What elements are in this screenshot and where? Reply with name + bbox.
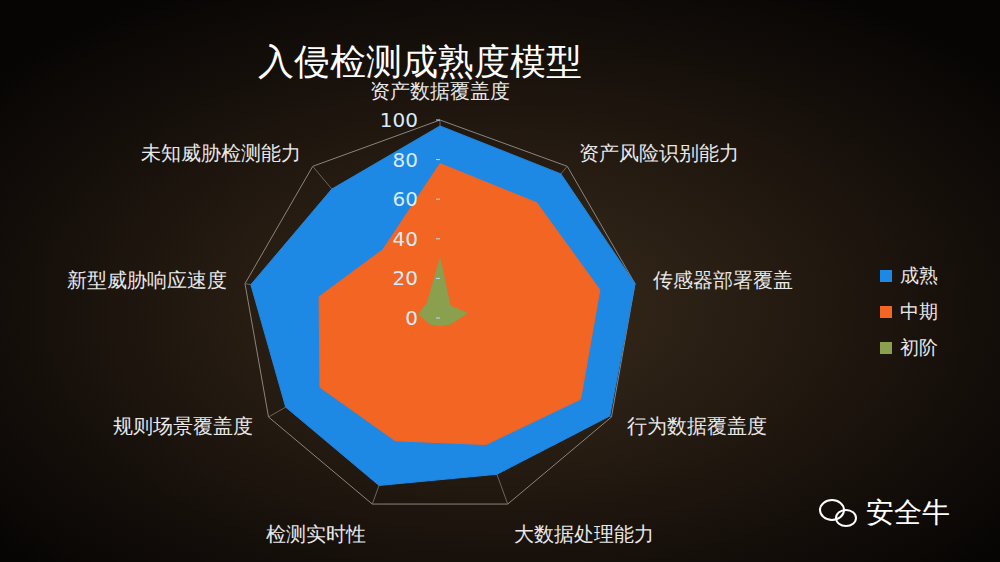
chart-svg: 入侵检测成熟度模型 0 20 40 60 80 100 资产数据覆盖度资产风险识别能力传感器部… xyxy=(0,0,1000,562)
tick-label: 20 xyxy=(393,266,418,290)
category-label: 未知威胁检测能力 xyxy=(141,141,301,165)
title: 入侵检测成熟度模型 xyxy=(258,41,582,82)
watermark-icon xyxy=(820,500,844,520)
category-label: 资产风险识别能力 xyxy=(579,141,739,165)
category-label: 传感器部署覆盖 xyxy=(653,268,793,292)
category-label: 大数据处理能力 xyxy=(514,522,654,546)
legend-label: 初阶 xyxy=(900,336,938,358)
tick-label: 40 xyxy=(393,227,418,251)
legend-label: 中期 xyxy=(900,300,938,322)
grid-outline xyxy=(245,120,635,504)
chart-container: 入侵检测成熟度模型 0 20 40 60 80 100 资产数据覆盖度资产风险识别能力传感器部… xyxy=(0,0,1000,562)
category-label: 行为数据覆盖度 xyxy=(627,414,767,438)
tick-mark xyxy=(436,120,440,121)
background xyxy=(0,0,1000,562)
series-area xyxy=(251,126,635,486)
tick-label: 60 xyxy=(393,187,418,211)
category-label: 检测实时性 xyxy=(266,522,366,546)
watermark-icon xyxy=(836,510,856,526)
tick-mark xyxy=(436,318,440,319)
tick-label: 80 xyxy=(393,148,418,172)
category-label: 资产数据覆盖度 xyxy=(370,79,510,103)
tick-mark xyxy=(436,199,440,200)
tick-mark xyxy=(436,159,440,160)
legend-swatch xyxy=(880,342,892,354)
legend-label: 成熟 xyxy=(900,264,938,286)
legend-swatch xyxy=(880,306,892,318)
series-area xyxy=(419,259,468,326)
series-group xyxy=(251,126,635,486)
tick-label: 0 xyxy=(405,306,418,330)
legend-swatch xyxy=(880,270,892,282)
series-area xyxy=(319,164,600,445)
annotation: 安全牛 xyxy=(866,496,950,529)
tick-label: 100 xyxy=(380,108,418,132)
tick-mark xyxy=(436,238,440,239)
category-label: 新型威胁响应速度 xyxy=(67,268,227,292)
tick-mark xyxy=(436,278,440,279)
category-label: 规则场景覆盖度 xyxy=(113,414,253,438)
